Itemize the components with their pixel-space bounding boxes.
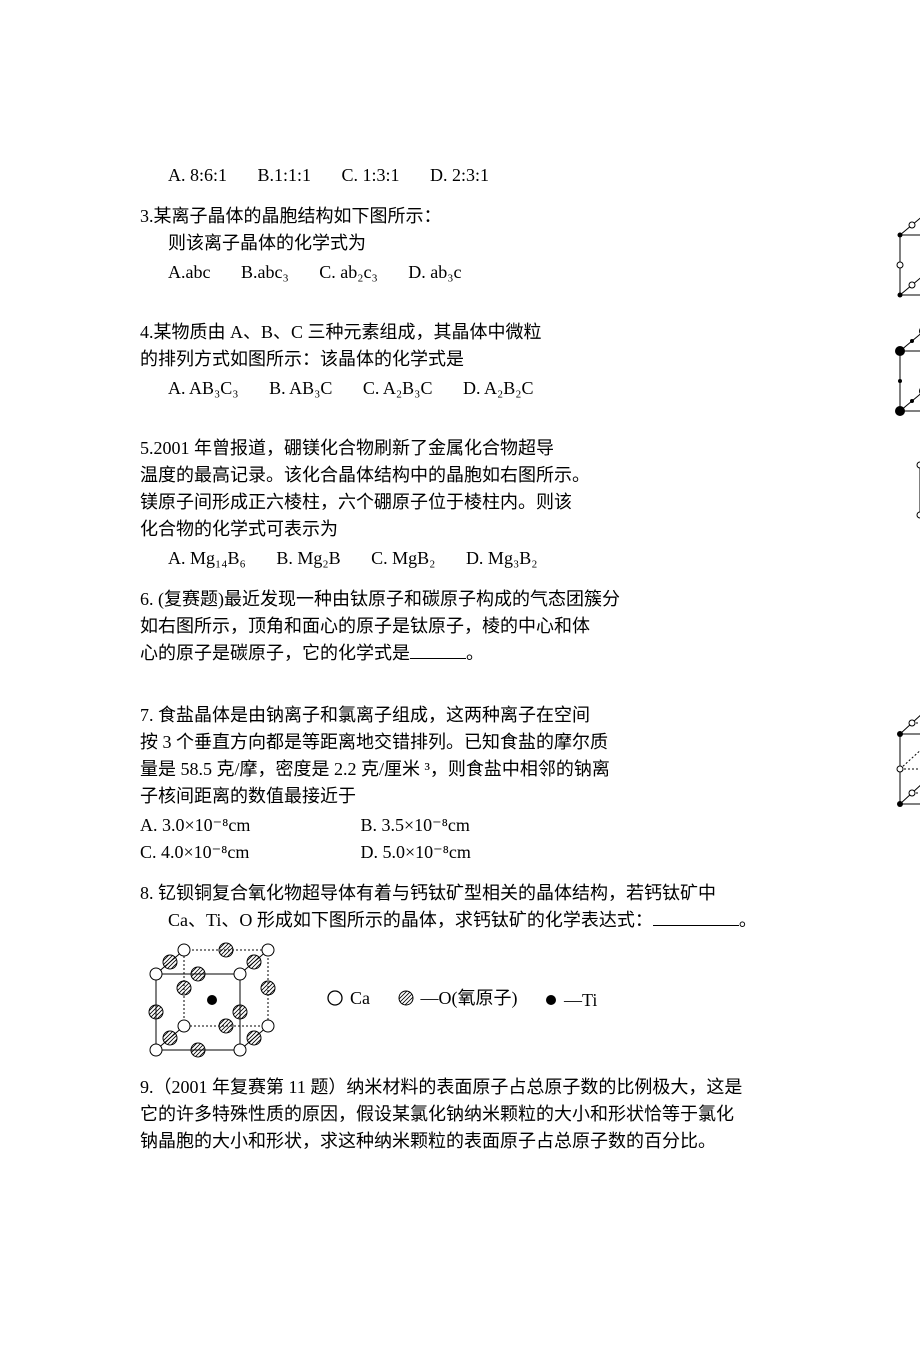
q9-stem3: 钠晶胞的大小和形状，求这种纳米颗粒的表面原子占总原子数的百分比。 [140,1128,920,1155]
q7-stem3: 量是 58.5 克/摩，密度是 2.2 克/厘米 ³，则食盐中相邻的钠离 [140,756,884,783]
q7-stem1: 7. 食盐晶体是由钠离子和氯离子组成，这两种离子在空间 [140,702,884,729]
q7-stem2: 按 3 个垂直方向都是等距离地交错排列。已知食盐的摩尔质 [140,729,884,756]
question-7: 7. 食盐晶体是由钠离子和氯离子组成，这两种离子在空间 按 3 个垂直方向都是等… [140,702,920,866]
q5-opt-c: C. MgB₂ [371,545,435,572]
question-9: 9.（2001 年复赛第 11 题）纳米材料的表面原子占总原子数的比例极大，这是… [140,1074,920,1155]
q4-options: A. AB₃C₃ B. AB₃C C. A₂B₃C D. A₂B₂C [140,375,884,402]
q6-blank [410,658,466,659]
q4-stem1: 4.某物质由 A、B、C 三种元素组成，其晶体中微粒 [140,319,884,346]
q9-stem1: 9.（2001 年复赛第 11 题）纳米材料的表面原子占总原子数的比例极大，这是 [140,1074,920,1101]
q5-options: A. Mg₁₄B₆ B. Mg₂B C. MgB₂ D. Mg₃B₂ [140,545,884,572]
opt-c: C. 1:3:1 [342,162,400,189]
q7-options: A. 3.0×10⁻⁸cm B. 3.5×10⁻⁸cm C. 4.0×10⁻⁸c… [140,812,884,866]
q4-opt-b: B. AB₃C [269,375,332,402]
q3-opt-d: D. ab₃c [408,259,461,286]
top-options: A. 8:6:1 B.1:1:1 C. 1:3:1 D. 2:3:1 [140,162,920,189]
q8-stem1: 8. 钇钡铜复合氧化物超导体有着与钙钛矿型相关的晶体结构，若钙钛矿中 [140,880,920,907]
q3-opt-b: B.abc₃ [241,259,289,286]
q5-stem3: 镁原子间形成正六棱柱，六个硼原子位于棱柱内。则该 [140,489,884,516]
legend-ca: Ca [326,985,370,1012]
opt-a: A. 8:6:1 [168,162,227,189]
q6-stem3: 心的原子是碳原子，它的化学式是。 [140,640,920,667]
opt-b: B.1:1:1 [258,162,312,189]
q3-options: A.abc B.abc₃ C. ab₂c₃ D. ab₃c [140,259,884,286]
legend-ti: —Ti [544,987,597,1014]
question-6: 6. (复赛题)最近发现一种由钛原子和碳原子构成的气态团簇分 如右图所示，顶角和… [140,586,920,688]
q5-figure: B Mg [890,437,920,542]
question-5: 5.2001 年曾报道，硼镁化合物刷新了金属化合物超导 温度的最高记录。该化合晶… [140,435,920,572]
q9-stem2: 它的许多特殊性质的原因，假设某氯化钠纳米颗粒的大小和形状恰等于氯化 [140,1101,920,1128]
q6-stem2: 如右图所示，顶角和面心的原子是钛原子，棱的中心和体 [140,613,920,640]
q7-opt-d: D. 5.0×10⁻⁸cm [361,839,471,866]
q8-stem2: Ca、Ti、O 形成如下图所示的晶体，求钙钛矿的化学表达式：。 [140,907,920,934]
q4-figure: A B C [890,321,920,421]
q4-stem2: 的排列方式如图所示：该晶体的化学式是 [140,346,884,373]
q5-stem1: 5.2001 年曾报道，硼镁化合物刷新了金属化合物超导 [140,435,884,462]
q8-figure [140,940,300,1060]
q7-stem4: 子核间距离的数值最接近于 [140,783,884,810]
q8-legend: Ca —O(氧原子) —Ti [326,985,619,1016]
q5-opt-a: A. Mg₁₄B₆ [168,545,246,572]
legend-o: —O(氧原子) [397,985,518,1012]
q4-opt-c: C. A₂B₃C [363,375,433,402]
question-3: 3.某离子晶体的晶胞结构如下图所示： 则该离子晶体的化学式为 A.abc B.a… [140,203,920,305]
q3-opt-a: A.abc [168,259,210,286]
q7-opt-a: A. 3.0×10⁻⁸cm [140,812,330,839]
q5-stem2: 温度的最高记录。该化合晶体结构中的晶胞如右图所示。 [140,462,884,489]
q5-stem4: 化合物的化学式可表示为 [140,516,884,543]
q7-figure: Na⁺ Cl⁻ [890,704,920,814]
q5-opt-d: D. Mg₃B₂ [466,545,538,572]
q7-opt-c: C. 4.0×10⁻⁸cm [140,839,330,866]
q3-stem1: 3.某离子晶体的晶胞结构如下图所示： [140,203,884,230]
q3-opt-c: C. ab₂c₃ [319,259,378,286]
q8-blank [653,925,739,926]
question-4: 4.某物质由 A、B、C 三种元素组成，其晶体中微粒 的排列方式如图所示：该晶体… [140,319,920,421]
q4-opt-d: D. A₂B₂C [463,375,534,402]
q3-stem2: 则该离子晶体的化学式为 [140,230,884,257]
q3-figure: a b c [890,205,920,305]
question-8: 8. 钇钡铜复合氧化物超导体有着与钙钛矿型相关的晶体结构，若钙钛矿中 Ca、Ti… [140,880,920,1060]
q7-opt-b: B. 3.5×10⁻⁸cm [361,812,470,839]
q4-opt-a: A. AB₃C₃ [168,375,239,402]
opt-d: D. 2:3:1 [430,162,489,189]
q6-stem1: 6. (复赛题)最近发现一种由钛原子和碳原子构成的气态团簇分 [140,586,920,613]
q5-opt-b: B. Mg₂B [276,545,340,572]
